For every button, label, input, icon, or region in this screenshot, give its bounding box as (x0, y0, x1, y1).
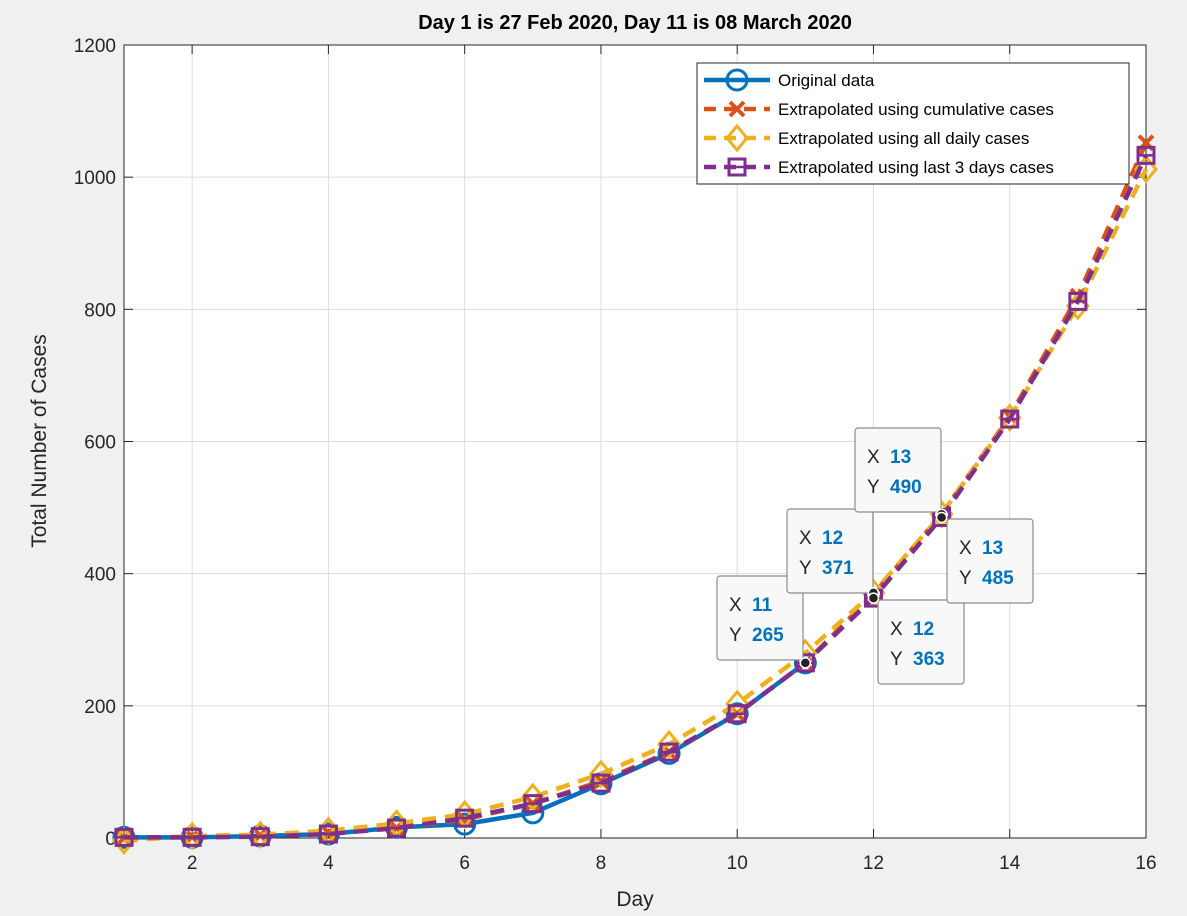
data-point (114, 827, 134, 847)
legend[interactable]: Original data Extrapolated using cumulati… (696, 62, 1130, 185)
datatip-x-value: 11 (752, 595, 773, 616)
series-4 (114, 145, 1156, 847)
data-point (453, 812, 477, 836)
y-tick-label: 1000 (74, 168, 116, 189)
datatip-y-label: Y (729, 625, 742, 646)
legend-entry: Extrapolated using last 3 days cases (704, 157, 1054, 177)
datatip-x-value: 12 (822, 528, 843, 549)
x-tick-label: 10 (727, 853, 748, 874)
legend-marker (725, 68, 749, 92)
datatip-anchor (867, 592, 880, 604)
datatip: X 13 Y 490 (854, 427, 948, 520)
datatip-box (854, 427, 942, 513)
data-point (250, 827, 270, 847)
datatip-y-label: Y (867, 477, 880, 498)
datatip: X 12 Y 371 (786, 508, 880, 599)
legend-label: Extrapolated using last 3 days cases (778, 158, 1054, 177)
x-tick-label: 12 (863, 853, 884, 874)
x-stroke (728, 100, 746, 118)
data-point (455, 808, 475, 828)
x-axis-label: Day (616, 888, 654, 911)
datatip-x-label: X (799, 528, 812, 549)
legend-marker (727, 157, 747, 177)
y-axis-label: Total Number of Cases (28, 334, 51, 548)
y-tick-label: 0 (105, 829, 116, 850)
data-point (523, 794, 543, 814)
datatip-x-value: 12 (913, 619, 934, 640)
datatip-y-label: Y (799, 558, 812, 579)
datatip-x-label: X (867, 447, 880, 468)
axis-ticks: 2 4 6 8 10 12 14 16 0 200 400 600 800 1000 1200 (74, 36, 1157, 874)
data-point (1068, 291, 1088, 311)
y-tick-label: 800 (84, 300, 116, 321)
data-point (591, 773, 611, 793)
legend-entry: Original data (704, 68, 875, 92)
x-tick-label: 6 (459, 853, 470, 874)
datatip-anchor (799, 657, 812, 669)
data-point (387, 818, 407, 838)
datatips: X 11 Y 265 X 12 Y 371 X 13 Y 490 X 12 Y 363 X 13 Y 485 (716, 427, 1034, 685)
datatip: X 11 Y 265 (716, 575, 812, 669)
datatip-x-value: 13 (982, 538, 1003, 559)
x-tick-label: 14 (999, 853, 1021, 874)
datatip: X 13 Y 485 (935, 511, 1034, 604)
data-point (1136, 145, 1156, 165)
legend-entry: Extrapolated using all daily cases (704, 123, 1029, 153)
legend-label: Extrapolated using all daily cases (778, 129, 1029, 148)
data-point (1000, 409, 1020, 429)
x-tick-label: 4 (323, 853, 334, 874)
series-line (123, 168, 1149, 843)
data-point (318, 824, 338, 844)
x-tick-label: 2 (187, 853, 198, 874)
y-tick-label: 200 (84, 697, 116, 718)
data-point (727, 704, 747, 724)
datatip-box (877, 599, 965, 685)
datatip-box (946, 518, 1034, 604)
y-tick-label: 1200 (74, 36, 116, 57)
datatip-box (716, 575, 804, 661)
datatip: X 12 Y 363 (867, 592, 965, 685)
datatip-y-value: 485 (982, 568, 1014, 589)
datatip-y-label: Y (890, 649, 903, 670)
datatip-x-label: X (959, 538, 972, 559)
datatip-x-label: X (729, 595, 742, 616)
data-point (725, 702, 749, 726)
legend-marker (725, 123, 749, 153)
data-point (657, 729, 682, 759)
data-point (588, 759, 613, 789)
datatip-x-value: 13 (890, 447, 911, 468)
datatip-y-value: 265 (752, 625, 784, 646)
legend-label: Original data (778, 71, 875, 90)
x-tick-label: 16 (1135, 853, 1156, 874)
data-point (182, 827, 202, 847)
chart-title: Day 1 is 27 Feb 2020, Day 11 is 08 March… (418, 12, 852, 34)
legend-marker (728, 100, 746, 118)
data-point (520, 782, 545, 812)
datatip-box (786, 508, 874, 594)
data-point (1134, 154, 1158, 184)
legend-box (696, 62, 1130, 185)
datatip-y-value: 371 (822, 558, 854, 579)
datatip-x-label: X (890, 619, 903, 640)
x-tick-label: 8 (596, 853, 607, 874)
datatip-anchor (935, 511, 948, 524)
series-line (124, 154, 1149, 840)
data-point (659, 742, 679, 762)
legend-entry: Extrapolated using cumulative cases (704, 100, 1054, 119)
datatip-y-label: Y (959, 568, 972, 589)
legend-label: Extrapolated using cumulative cases (778, 100, 1054, 119)
series-layer (112, 134, 1158, 855)
y-tick-label: 400 (84, 565, 116, 586)
datatip-y-value: 490 (890, 477, 922, 498)
y-tick-label: 600 (84, 433, 116, 454)
datatip-y-value: 363 (913, 649, 945, 670)
